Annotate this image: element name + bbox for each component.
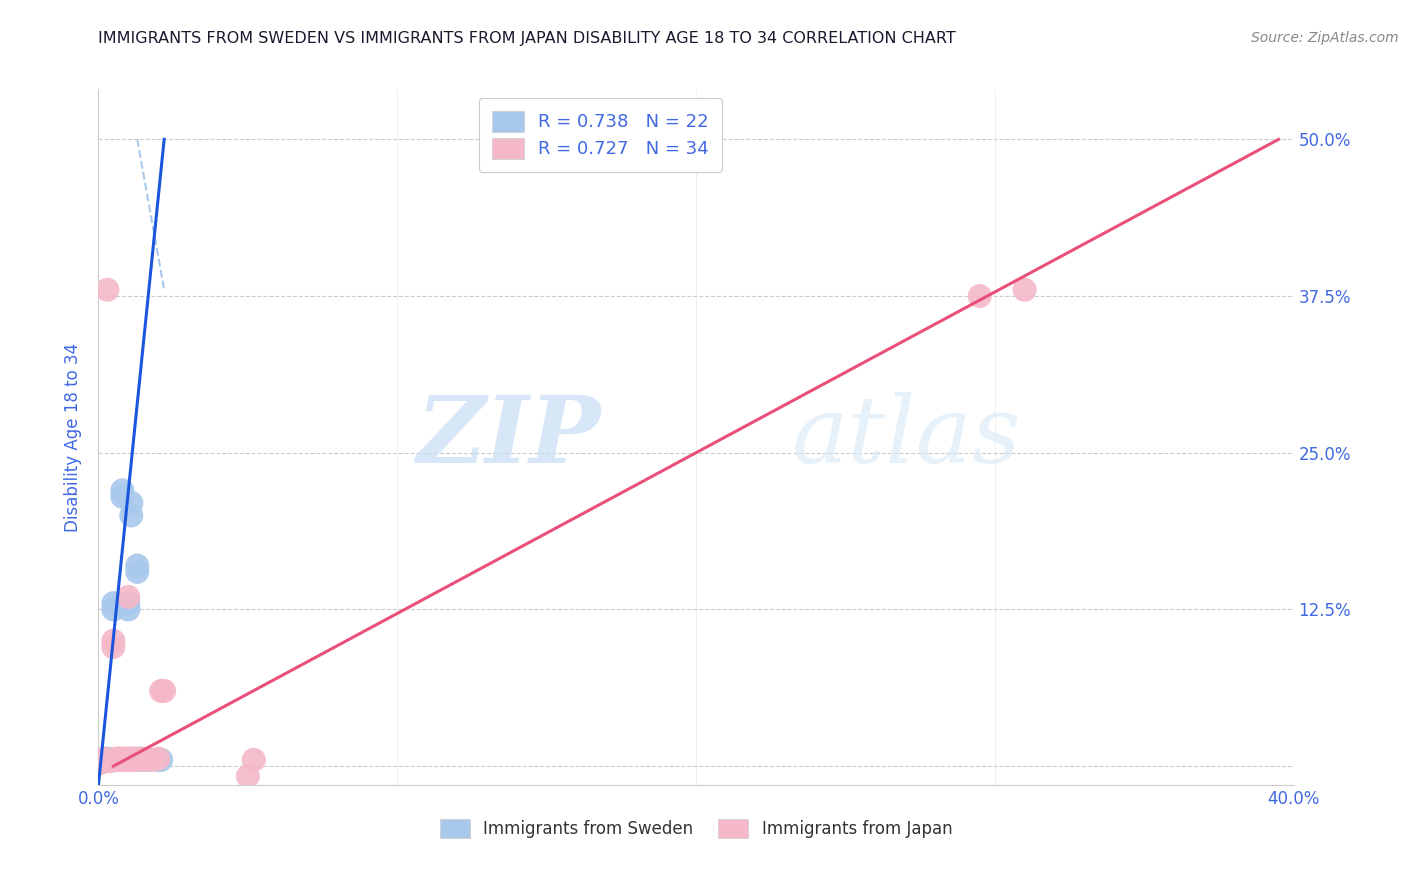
Point — [100, 753, 122, 767]
Point — [129, 753, 152, 767]
Text: ZIP: ZIP — [416, 392, 600, 482]
Point — [1014, 283, 1036, 297]
Point — [124, 753, 146, 767]
Point — [117, 602, 139, 616]
Point — [111, 490, 134, 504]
Point — [127, 751, 149, 765]
Point — [141, 753, 163, 767]
Point — [111, 751, 134, 765]
Point — [103, 640, 125, 654]
Point — [96, 751, 118, 765]
Point — [148, 751, 170, 765]
Point — [93, 753, 115, 767]
Point — [108, 751, 131, 765]
Point — [135, 753, 157, 767]
Point — [87, 756, 110, 771]
Point — [129, 753, 152, 767]
Point — [117, 590, 139, 604]
Point — [124, 751, 146, 765]
Point — [127, 565, 149, 579]
Point — [120, 508, 142, 523]
Text: IMMIGRANTS FROM SWEDEN VS IMMIGRANTS FROM JAPAN DISABILITY AGE 18 TO 34 CORRELAT: IMMIGRANTS FROM SWEDEN VS IMMIGRANTS FRO… — [98, 31, 956, 46]
Point — [103, 633, 125, 648]
Point — [129, 751, 152, 765]
Point — [90, 754, 112, 768]
Point — [100, 754, 122, 768]
Point — [117, 596, 139, 610]
Point — [108, 753, 131, 767]
Point — [135, 753, 157, 767]
Point — [153, 684, 176, 698]
Point — [105, 751, 128, 765]
Point — [114, 751, 136, 765]
Text: atlas: atlas — [792, 392, 1021, 482]
Point — [148, 753, 170, 767]
Point — [93, 751, 115, 765]
Point — [236, 769, 259, 783]
Point — [108, 753, 131, 767]
Point — [124, 753, 146, 767]
Point — [132, 753, 155, 767]
Point — [120, 496, 142, 510]
Point — [120, 751, 142, 765]
Point — [103, 602, 125, 616]
Point — [969, 289, 991, 303]
Point — [138, 753, 160, 767]
Point — [111, 483, 134, 498]
Point — [120, 753, 142, 767]
Point — [96, 753, 118, 767]
Point — [243, 753, 266, 767]
Text: Source: ZipAtlas.com: Source: ZipAtlas.com — [1251, 31, 1399, 45]
Point — [132, 751, 155, 765]
Point — [105, 753, 128, 767]
Point — [96, 753, 118, 767]
Legend: Immigrants from Sweden, Immigrants from Japan: Immigrants from Sweden, Immigrants from … — [432, 810, 960, 847]
Point — [103, 596, 125, 610]
Point — [96, 283, 118, 297]
Point — [150, 684, 173, 698]
Y-axis label: Disability Age 18 to 34: Disability Age 18 to 34 — [65, 343, 83, 532]
Point — [114, 753, 136, 767]
Point — [127, 558, 149, 573]
Point — [150, 753, 173, 767]
Point — [111, 753, 134, 767]
Point — [117, 751, 139, 765]
Point — [90, 756, 112, 770]
